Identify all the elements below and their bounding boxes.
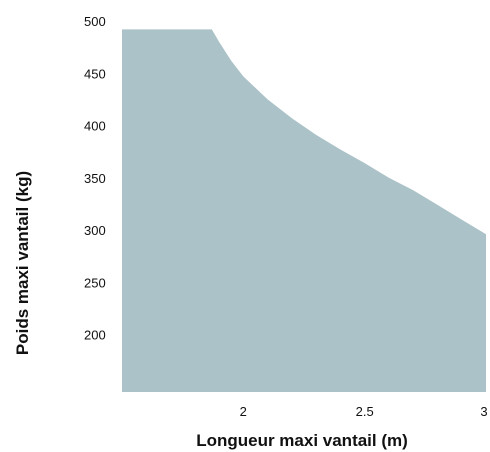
x-tick-label: 2.5 bbox=[356, 404, 374, 419]
y-axis-ticks: 200 250 300 350 400 450 500 bbox=[84, 14, 106, 343]
y-tick-label: 350 bbox=[84, 171, 106, 186]
plot-area bbox=[122, 29, 486, 393]
y-tick-label: 500 bbox=[84, 14, 106, 29]
x-tick-label: 2 bbox=[240, 404, 247, 419]
y-tick-label: 250 bbox=[84, 275, 106, 290]
y-tick-label: 300 bbox=[84, 223, 106, 238]
y-tick-label: 450 bbox=[84, 66, 106, 81]
y-tick-label: 200 bbox=[84, 328, 106, 343]
x-tick-label: 3 bbox=[480, 404, 487, 419]
x-axis-ticks: 2 2.5 3 bbox=[240, 404, 488, 419]
area-series-0 bbox=[122, 29, 486, 393]
y-axis-title: Poids maxi vantail (kg) bbox=[13, 171, 32, 355]
y-tick-label: 400 bbox=[84, 119, 106, 134]
x-axis-title: Longueur maxi vantail (m) bbox=[196, 431, 408, 450]
